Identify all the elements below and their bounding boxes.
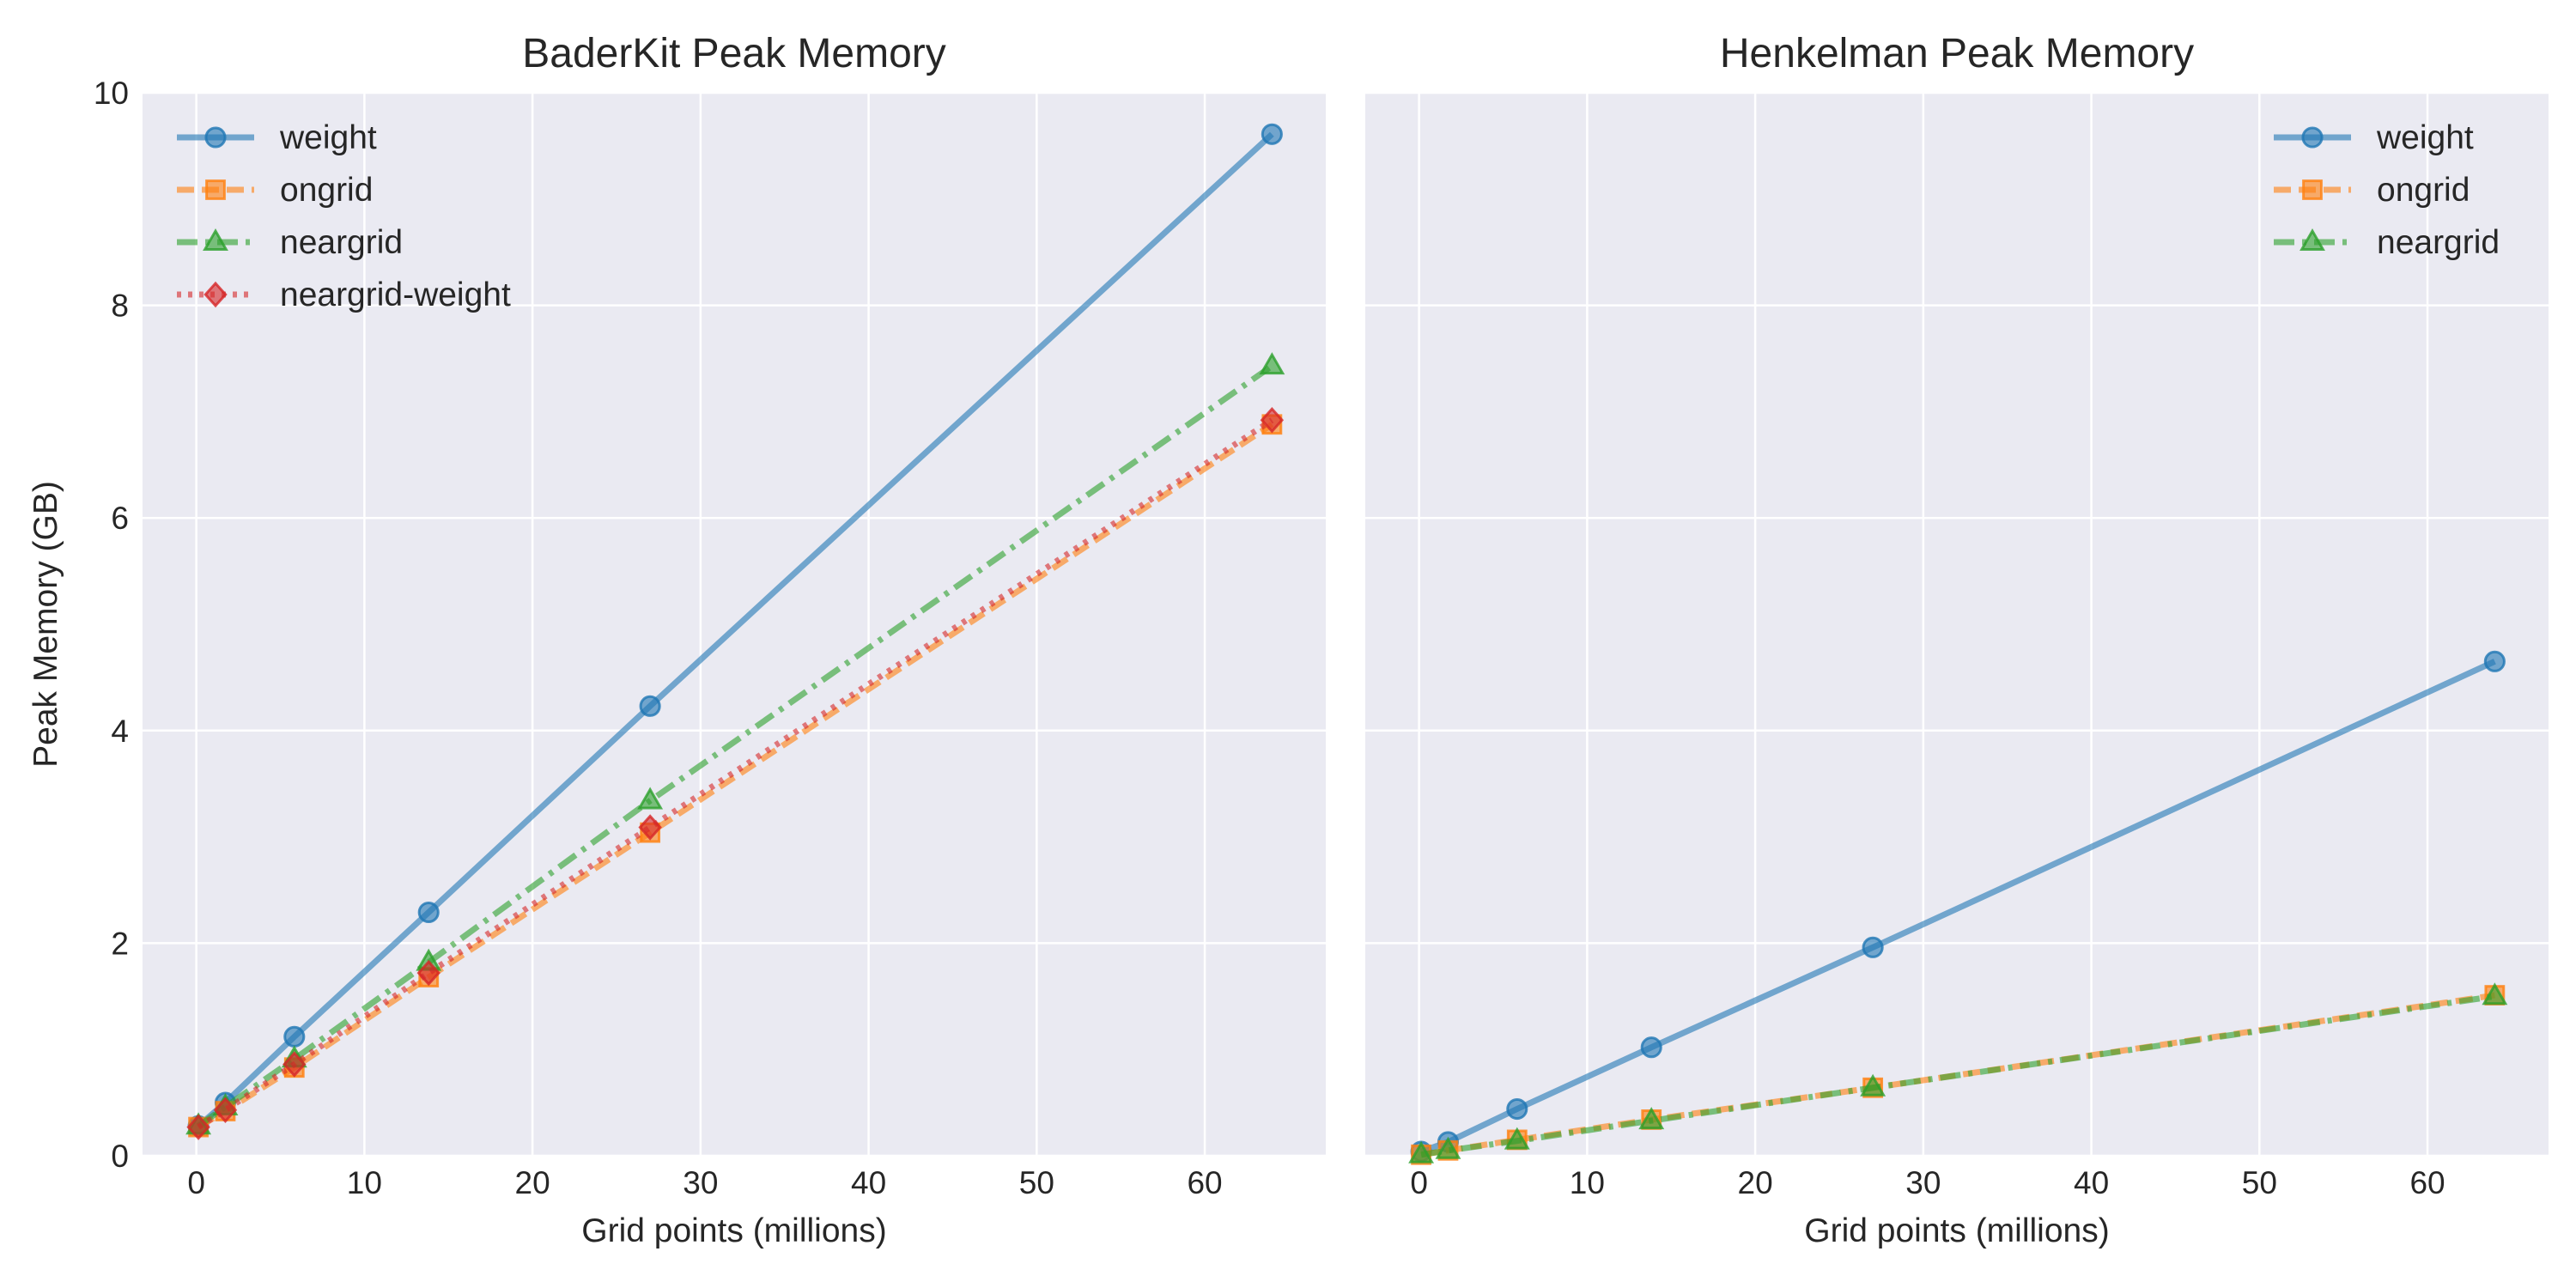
x-tick-label: 50	[1019, 1165, 1054, 1200]
data-point-weight	[1506, 1097, 1528, 1121]
data-point-neargrid-weight	[213, 1097, 238, 1124]
legend-marker-weight	[2301, 126, 2324, 149]
data-point-neargrid	[1638, 1107, 1665, 1130]
y-tick-label: 0	[111, 1139, 129, 1174]
x-tick-label: 60	[2409, 1165, 2445, 1200]
data-point-neargrid	[1435, 1136, 1461, 1159]
data-point-weight	[283, 1025, 306, 1048]
y-axis-label: Peak Memory (GB)	[27, 481, 64, 768]
y-tick-label: 4	[111, 714, 129, 749]
chart-panel-1: 0 10 20 30 40 50 60 0 2 4 6 8 10 BaderKit Peak Memory…	[27, 31, 1326, 1249]
data-point-weight	[1862, 936, 1884, 958]
y-tick-label: 2	[111, 926, 129, 961]
legend-marker-ongrid	[2302, 179, 2323, 200]
legend-label-neargrid-weight: neargrid-weight	[280, 276, 511, 313]
data-point-weight	[417, 901, 440, 924]
x-axis-label: Grid points (millions)	[581, 1212, 886, 1249]
data-point-weight	[639, 695, 661, 717]
data-point-neargrid-weight	[283, 1051, 307, 1078]
data-point-neargrid	[1259, 352, 1285, 375]
y-tick-label: 6	[111, 501, 129, 536]
x-axis-label: Grid points (millions)	[1804, 1212, 2109, 1249]
data-point-neargrid	[1408, 1140, 1435, 1163]
plot-area	[1365, 93, 2549, 1156]
data-point-weight	[2483, 650, 2506, 672]
data-point-neargrid	[1504, 1127, 1530, 1150]
legend-label-neargrid: neargrid	[280, 224, 403, 261]
data-point-neargrid-weight	[1260, 407, 1285, 434]
x-tick-label: 20	[1738, 1165, 1773, 1200]
x-tick-label: 30	[1905, 1165, 1941, 1200]
legend-label-ongrid: ongrid	[2377, 172, 2470, 209]
legend-marker-ongrid	[205, 179, 226, 200]
x-tick-label: 20	[515, 1165, 550, 1200]
data-point-neargrid-weight	[416, 959, 440, 987]
legend-marker-neargrid	[2300, 228, 2325, 251]
chart-panel-2: 0 10 20 30 40 50 60 Henkelman Peak Memory Grid p…	[1365, 31, 2549, 1249]
x-tick-label: 40	[2074, 1165, 2109, 1200]
legend: weight ongrid neargrid	[2274, 119, 2500, 261]
x-tick-label: 10	[347, 1165, 382, 1200]
data-point-neargrid-weight	[186, 1114, 210, 1140]
x-tick-label: 30	[683, 1165, 718, 1200]
data-point-neargrid-weight	[638, 814, 662, 841]
legend-marker-neargrid	[203, 228, 228, 251]
y-tick-label: 10	[94, 76, 129, 111]
series-neargrid	[1408, 982, 2508, 1163]
legend-marker-weight	[204, 126, 227, 149]
x-tick-label: 40	[851, 1165, 886, 1200]
series-neargrid-weight	[186, 407, 1285, 1140]
x-tick-label: 0	[1410, 1165, 1428, 1200]
legend-label-weight: weight	[2376, 119, 2474, 156]
data-point-neargrid	[1860, 1073, 1886, 1097]
data-point-neargrid	[637, 787, 664, 810]
legend-marker-neargrid-weight	[204, 281, 228, 308]
series-line-neargrid	[1420, 993, 2495, 1158]
chart-title: Henkelman Peak Memory	[1720, 31, 2194, 76]
x-tick-label: 60	[1187, 1165, 1222, 1200]
legend-label-weight: weight	[279, 119, 377, 156]
chart-title: BaderKit Peak Memory	[522, 31, 946, 76]
legend-label-ongrid: ongrid	[280, 172, 373, 209]
legend: weight ongrid neargrid neargrid-weight	[177, 119, 511, 313]
data-point-neargrid	[2482, 982, 2508, 1005]
x-tick-label: 10	[1570, 1165, 1605, 1200]
legend-label-neargrid: neargrid	[2377, 224, 2500, 261]
y-tick-label: 8	[111, 289, 129, 324]
x-tick-label: 0	[187, 1165, 205, 1200]
data-point-weight	[1261, 123, 1283, 145]
data-point-weight	[1640, 1036, 1662, 1059]
x-tick-label: 50	[2242, 1165, 2277, 1200]
